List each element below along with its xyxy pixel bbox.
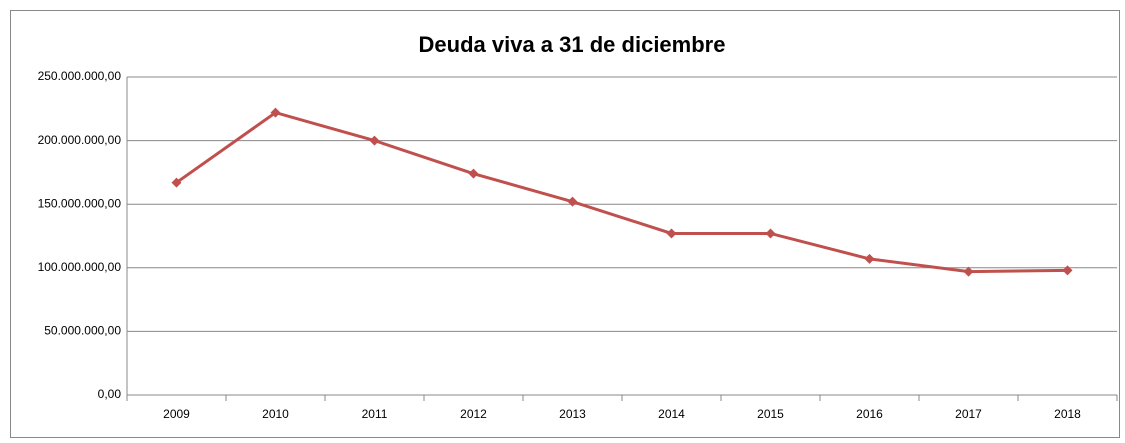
marker bbox=[270, 107, 281, 118]
x-tick-label: 2011 bbox=[362, 407, 388, 421]
marker bbox=[1062, 265, 1073, 276]
marker bbox=[666, 228, 677, 239]
y-tick-label: 100.000.000,00 bbox=[38, 260, 122, 274]
marker bbox=[369, 135, 380, 146]
marker bbox=[963, 266, 974, 277]
y-tick-label: 50.000.000,00 bbox=[44, 324, 121, 338]
marker bbox=[567, 196, 578, 207]
marker bbox=[171, 177, 182, 188]
chart-frame bbox=[10, 10, 1120, 438]
x-tick-label: 2018 bbox=[1054, 407, 1081, 421]
x-tick-label: 2013 bbox=[559, 407, 586, 421]
chart-title: Deuda viva a 31 de diciembre bbox=[419, 32, 726, 57]
y-tick-label: 150.000.000,00 bbox=[38, 196, 122, 210]
y-tick-label: 200.000.000,00 bbox=[38, 133, 122, 147]
marker bbox=[765, 228, 776, 239]
y-tick-label: 250.000.000,00 bbox=[38, 69, 122, 83]
x-tick-label: 2017 bbox=[955, 407, 982, 421]
marker bbox=[864, 253, 875, 264]
x-tick-label: 2009 bbox=[163, 407, 190, 421]
x-tick-label: 2010 bbox=[262, 407, 289, 421]
line-series bbox=[175, 110, 1068, 274]
x-tick-label: 2015 bbox=[757, 407, 784, 421]
x-tick-label: 2014 bbox=[658, 407, 685, 421]
x-tick-label: 2016 bbox=[856, 407, 883, 421]
y-tick-label: 0,00 bbox=[98, 387, 122, 401]
x-tick-label: 2012 bbox=[460, 407, 487, 421]
marker bbox=[468, 168, 479, 179]
